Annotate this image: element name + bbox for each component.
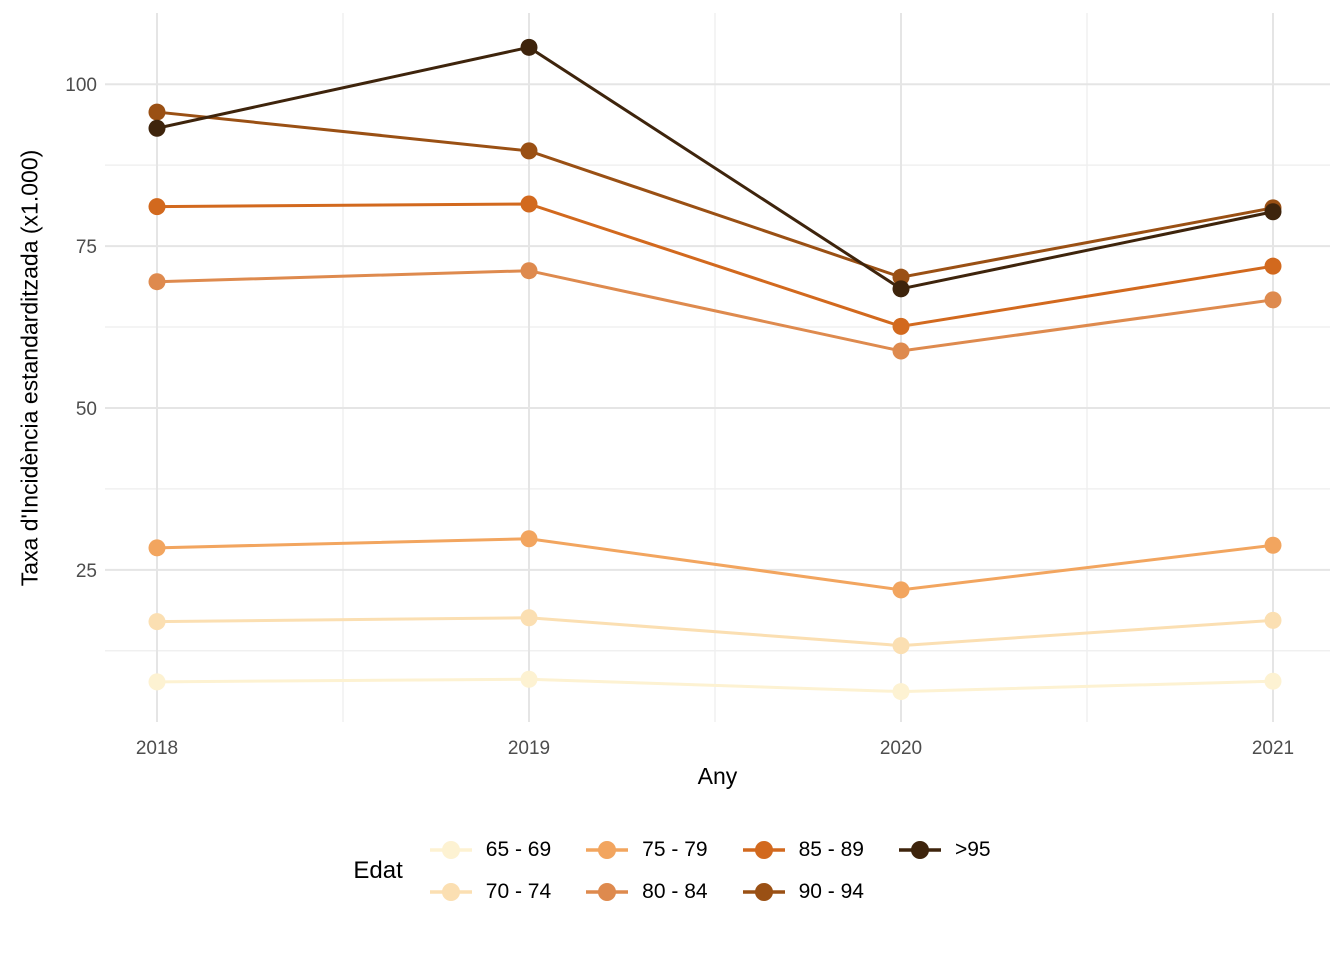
legend-item-label: 70 - 74 [485,880,552,903]
legend-key-icon [429,883,472,901]
legend-key-icon [742,883,785,901]
data-point [520,670,538,688]
series-line [156,45,1274,291]
data-point [148,613,166,631]
series-line [156,537,1274,592]
series-line [156,110,1274,279]
data-point [892,280,910,298]
data-point [1264,257,1282,275]
legend: Edat 65 - 69 70 - 74 75 - 79 80 - 84 85 - 89… [0,838,1344,904]
x-tick-label: 2021 [1252,738,1294,759]
data-point [1264,291,1282,309]
data-point [148,673,166,691]
data-point [148,103,166,121]
legend-items: 65 - 69 70 - 74 75 - 79 80 - 84 85 - 89 90 - … [429,838,991,904]
data-point [520,262,538,280]
data-point [148,273,166,291]
data-point [148,198,166,216]
plot-panel: 25 50 75 100 2018 2019 2020 2021 [65,13,1330,759]
data-point [520,142,538,160]
data-point [520,195,538,213]
legend-item: 75 - 79 [585,838,708,862]
data-point [1264,536,1282,554]
legend-item: 90 - 94 [742,880,864,904]
data-point [1264,611,1282,629]
legend-item-label: 65 - 69 [485,838,552,861]
data-point [1264,203,1282,221]
legend-item-label: 80 - 84 [642,880,708,903]
series-line [156,269,1274,353]
data-point [520,609,538,627]
legend-item: 70 - 74 [429,880,551,904]
legend-item-label: 90 - 94 [798,880,864,903]
legend-title: Edat [353,857,403,884]
data-point [892,581,910,599]
y-tick-label: 75 [76,237,97,258]
legend-item-label: 85 - 89 [798,838,864,861]
x-axis-title: Any [697,763,738,789]
legend-key-icon [586,883,629,901]
data-point [892,342,910,360]
legend-item-label: >95 [954,838,991,861]
data-point [148,119,166,137]
series-line [156,202,1274,328]
y-tick-label: 25 [76,561,97,582]
legend-key-icon [742,841,785,859]
x-tick-label: 2018 [136,738,178,759]
legend-item-label: 75 - 79 [642,838,708,861]
data-point [1264,672,1282,690]
legend-item: 80 - 84 [585,880,708,904]
series-line [156,616,1274,648]
legend-item: 85 - 89 [742,838,864,862]
y-tick-label: 50 [76,399,97,420]
data-point [892,268,910,286]
legend-item: >95 [898,838,991,862]
x-tick-label: 2019 [508,738,550,759]
data-point [520,38,538,56]
y-axis-title: Taxa d'Incidència estandarditzada (x1.00… [16,149,43,587]
data-point [892,637,910,655]
data-point [892,683,910,701]
data-point [520,530,538,548]
data-point [892,317,910,335]
legend-item: 65 - 69 [429,838,551,862]
series-line [156,677,1274,694]
x-tick-label: 2020 [880,738,922,759]
y-tick-label: 100 [65,75,97,96]
legend-key-icon [586,841,629,859]
data-point [148,539,166,557]
legend-key-icon [898,841,941,859]
legend-key-icon [429,841,472,859]
